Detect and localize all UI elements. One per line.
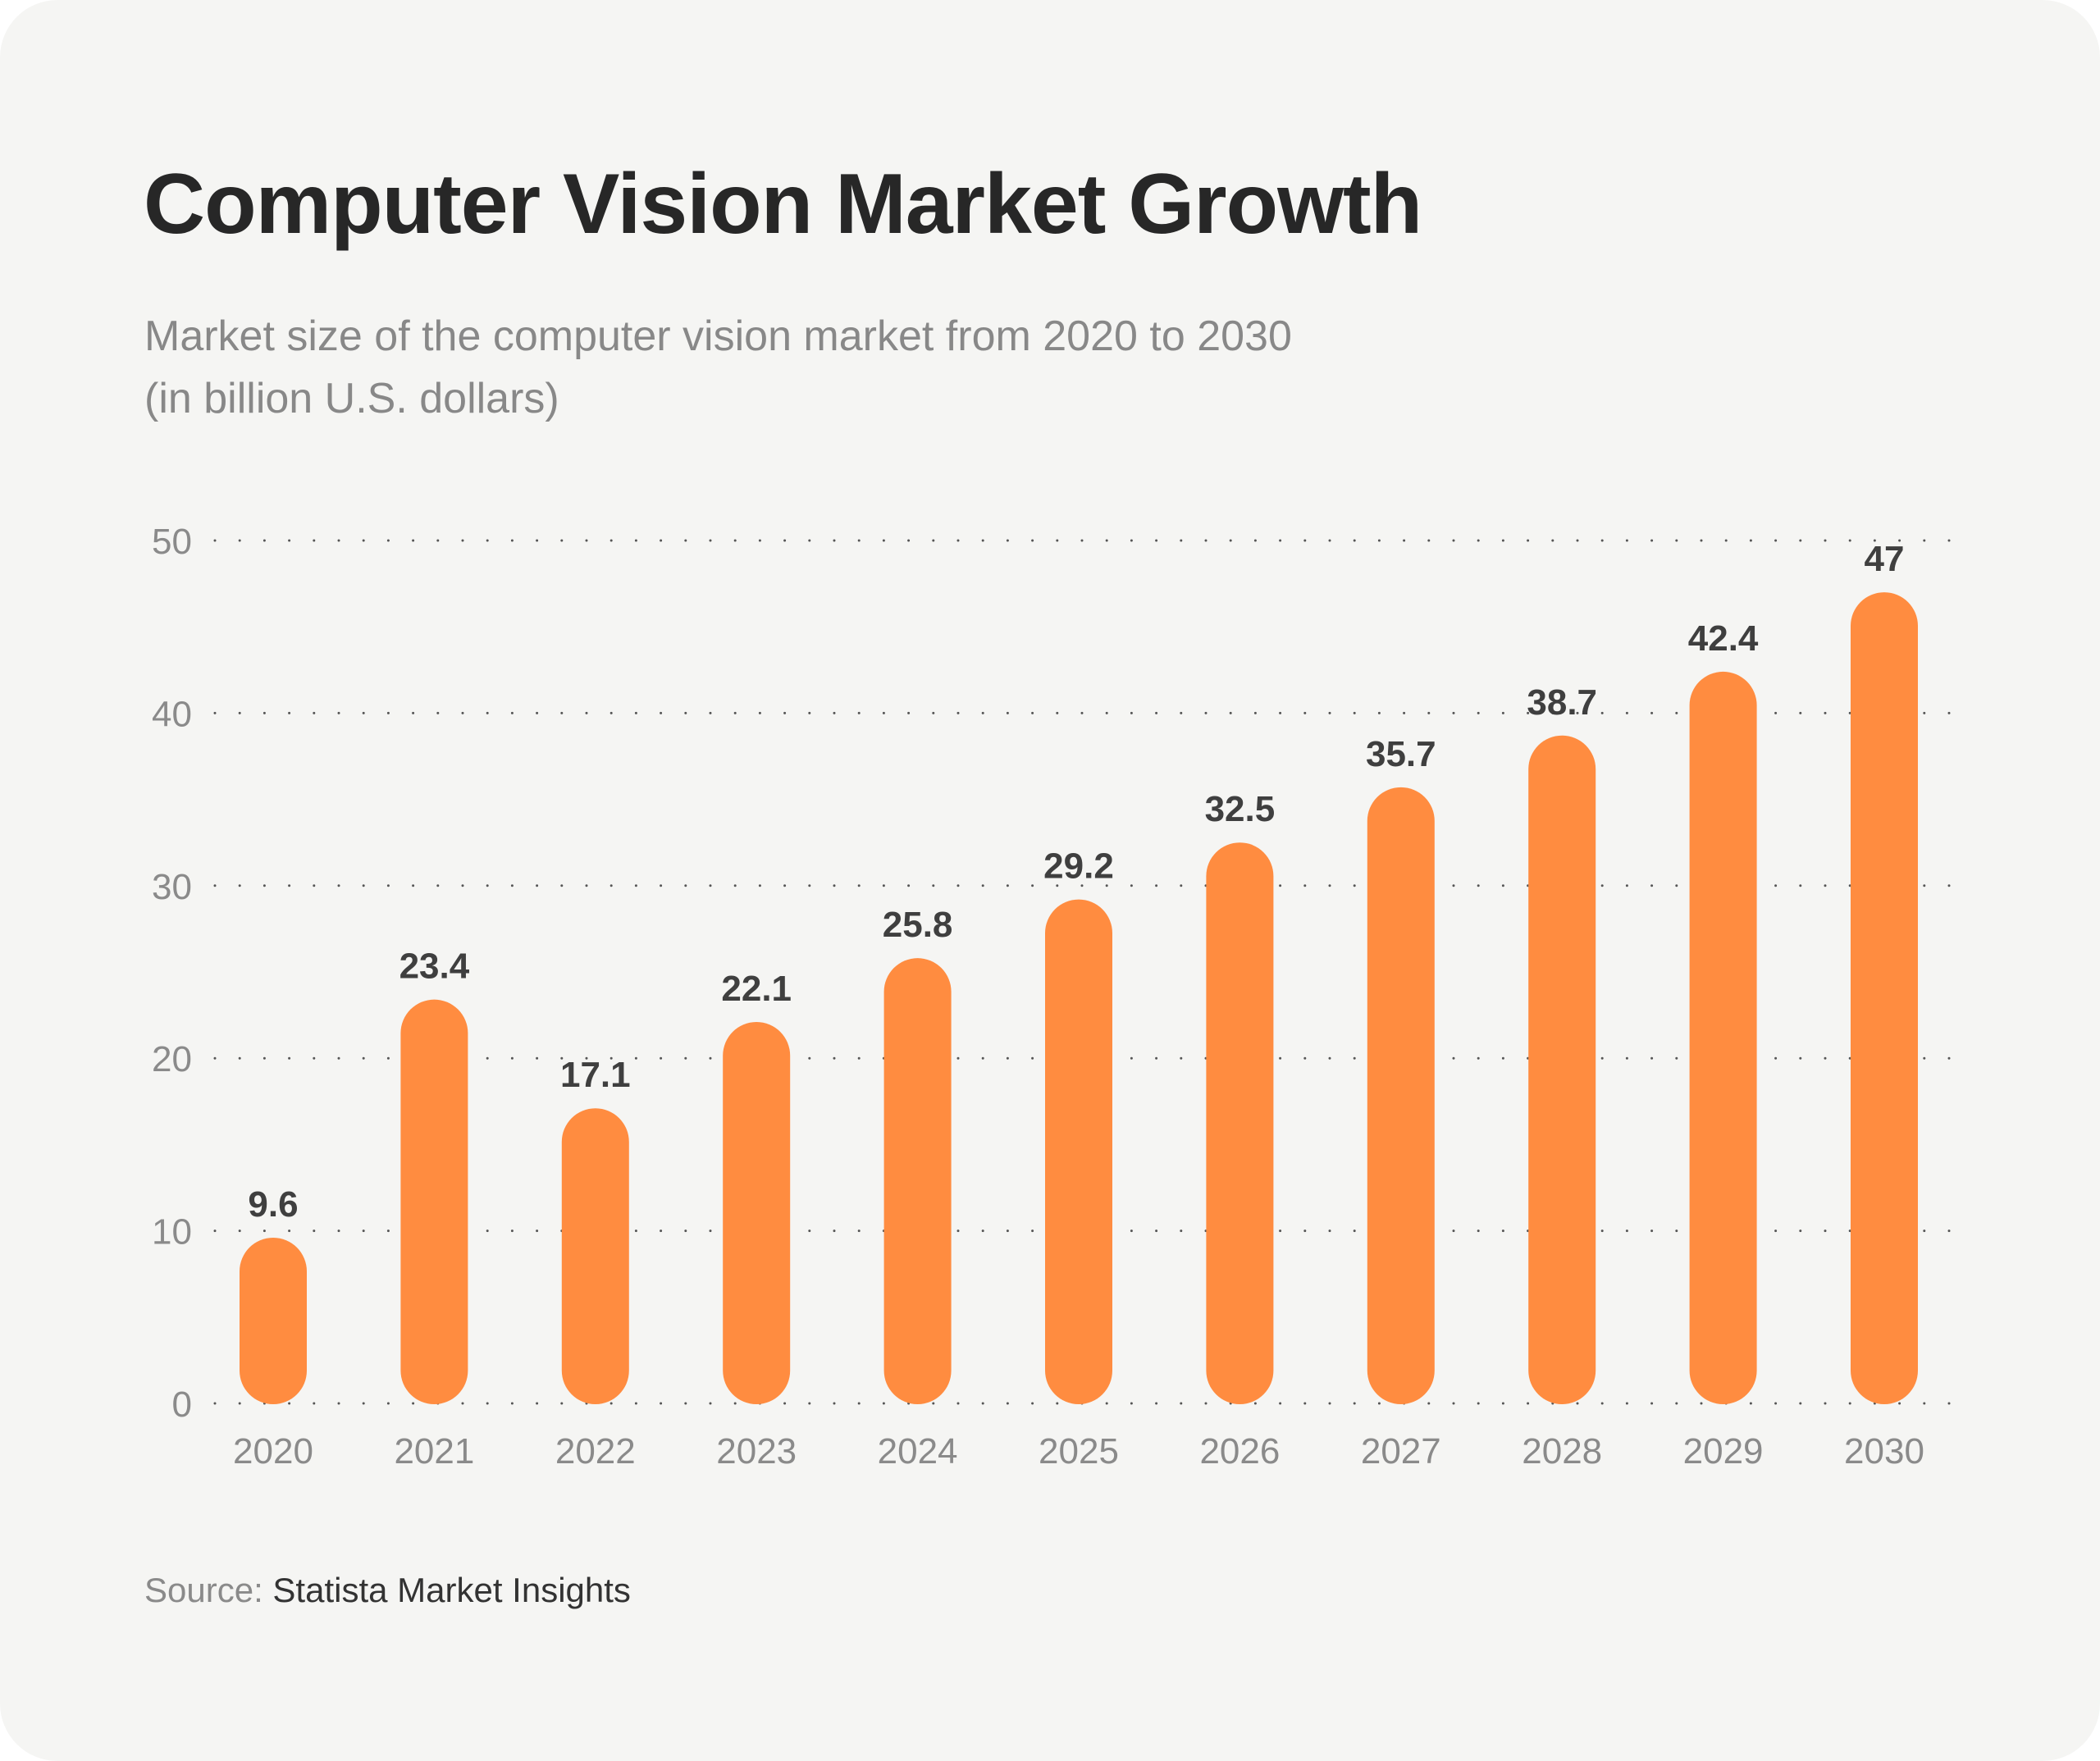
chart-title: Computer Vision Market Growth <box>144 157 1422 252</box>
x-tick-label-2024: 2024 <box>878 1431 958 1471</box>
y-axis-ticks: 0 10 20 30 40 50 <box>152 522 192 1425</box>
bar-2021 <box>400 999 468 1404</box>
x-tick-label-2023: 2023 <box>716 1431 797 1471</box>
data-label-2022: 17.1 <box>560 1055 631 1095</box>
data-label-2025: 29.2 <box>1043 846 1114 887</box>
source-label: Source: <box>144 1571 263 1609</box>
data-label-2021: 23.4 <box>399 947 470 987</box>
y-tick-label-30: 30 <box>152 867 192 907</box>
data-label-2026: 32.5 <box>1205 789 1276 829</box>
data-label-2029: 42.4 <box>1688 618 1759 659</box>
data-label-2028: 38.7 <box>1527 682 1597 723</box>
bar-2020 <box>240 1238 307 1404</box>
chart-subtitle: Market size of the computer vision marke… <box>144 305 1539 430</box>
x-tick-label-2027: 2027 <box>1361 1431 1441 1471</box>
x-tick-label-2029: 2029 <box>1683 1431 1764 1471</box>
bars <box>240 592 1918 1404</box>
data-label-2023: 22.1 <box>721 969 792 1009</box>
bar-2029 <box>1689 671 1757 1404</box>
y-tick-label-20: 20 <box>152 1039 192 1079</box>
data-label-2024: 25.8 <box>883 905 953 945</box>
bar-2022 <box>561 1108 629 1404</box>
bar-2026 <box>1206 842 1274 1404</box>
bar-2030 <box>1851 592 1918 1404</box>
x-tick-label-2028: 2028 <box>1522 1431 1602 1471</box>
source-note: Source: Statista Market Insights <box>144 1571 631 1610</box>
x-tick-label-2030: 2030 <box>1844 1431 1924 1471</box>
bar-2024 <box>883 958 952 1404</box>
bar-2025 <box>1045 899 1112 1404</box>
x-tick-label-2022: 2022 <box>555 1431 636 1471</box>
x-axis-ticks: 2020 2021 2022 2023 2024 2025 2026 2027 2028 2029… <box>233 1431 1924 1471</box>
x-tick-label-2025: 2025 <box>1039 1431 1119 1471</box>
y-tick-label-40: 40 <box>152 694 192 734</box>
data-label-2020: 9.6 <box>248 1184 298 1225</box>
y-tick-label-50: 50 <box>152 522 192 562</box>
y-tick-label-10: 10 <box>152 1212 192 1252</box>
y-tick-label-0: 0 <box>172 1385 192 1425</box>
x-tick-label-2026: 2026 <box>1199 1431 1280 1471</box>
data-label-2030: 47 <box>1865 539 1905 579</box>
bar-2028 <box>1528 735 1596 1404</box>
bar-2023 <box>723 1022 791 1404</box>
data-labels: 9.6 23.4 17.1 22.1 25.8 29.2 32.5 35.7 38.7 42.4 4… <box>248 539 1904 1225</box>
subtitle-line-1: Market size of the computer vision marke… <box>144 313 1292 360</box>
subtitle-line-2: (in billion U.S. dollars) <box>144 375 559 422</box>
bar-2027 <box>1367 787 1435 1404</box>
x-tick-label-2020: 2020 <box>233 1431 313 1471</box>
data-label-2027: 35.7 <box>1366 734 1436 774</box>
x-tick-label-2021: 2021 <box>394 1431 474 1471</box>
source-value: Statista Market Insights <box>272 1571 631 1609</box>
